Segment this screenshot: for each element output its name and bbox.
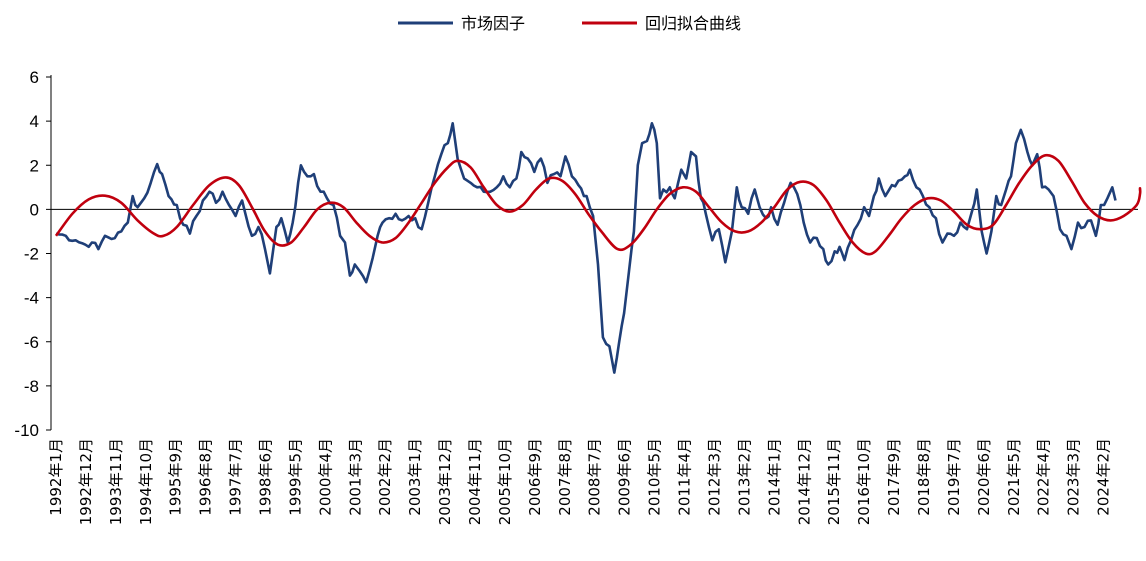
y-tick-label: -6 — [24, 333, 39, 352]
x-tick-label: 2007年8月 — [556, 438, 574, 516]
x-tick-label: 2022年4月 — [1035, 438, 1053, 516]
x-tick-label: 2024年2月 — [1095, 438, 1113, 516]
y-tick-label: 6 — [30, 68, 39, 87]
series-line-regression-fit — [54, 153, 1142, 256]
x-tick-label: 2023年3月 — [1065, 438, 1083, 516]
y-tick-label: -4 — [24, 289, 39, 308]
x-tick-label: 2003年1月 — [406, 438, 424, 516]
x-tick-label: 2003年12月 — [436, 438, 454, 525]
x-tick-label: 2020年6月 — [975, 438, 993, 516]
x-tick-label: 2013年2月 — [735, 438, 753, 516]
x-tick-label: 2012年3月 — [705, 438, 723, 516]
legend-label-regression-fit: 回归拟合曲线 — [645, 14, 741, 33]
x-tick-label: 2011年4月 — [676, 438, 694, 516]
x-tick-label: 2000年4月 — [316, 438, 334, 516]
x-tick-label: 2009年6月 — [616, 438, 634, 516]
series-layer — [54, 122, 1142, 374]
x-tick-label: 1993年11月 — [107, 438, 125, 525]
y-tick-label: -8 — [24, 377, 39, 396]
x-tick-label: 1997年7月 — [227, 438, 245, 516]
x-tick-label: 2016年10月 — [855, 438, 873, 525]
y-axis-ticks: 6 4 2 0 -2 -4 -6 -8 -10 — [14, 68, 51, 440]
y-tick-label: -10 — [14, 421, 39, 440]
x-tick-label: 1994年10月 — [137, 438, 155, 525]
x-tick-label: 2014年12月 — [795, 438, 813, 525]
x-tick-label: 2021年5月 — [1005, 438, 1023, 516]
x-tick-label: 1992年1月 — [47, 438, 65, 516]
series-line-market-factor — [55, 122, 1117, 374]
x-tick-label: 2017年9月 — [885, 438, 903, 516]
x-tick-label: 2004年11月 — [466, 438, 484, 525]
x-tick-label: 1996年8月 — [197, 438, 215, 516]
y-tick-label: 4 — [30, 112, 39, 131]
x-tick-label: 1999年5月 — [286, 438, 304, 516]
legend-label-market-factor: 市场因子 — [461, 14, 525, 33]
x-tick-label: 2002年2月 — [376, 438, 394, 516]
x-tick-label: 1998年6月 — [257, 438, 275, 516]
y-tick-label: 2 — [30, 156, 39, 175]
x-tick-label: 2005年10月 — [496, 438, 514, 525]
x-tick-label: 2008年7月 — [586, 438, 604, 516]
y-tick-label: -2 — [24, 245, 39, 264]
y-tick-label: 0 — [30, 200, 39, 219]
x-tick-label: 2018年8月 — [915, 438, 933, 516]
x-tick-label: 1992年12月 — [77, 438, 95, 525]
x-tick-label: 2010年5月 — [646, 438, 664, 516]
x-axis-ticks: 1992年1月 1992年12月 1993年11月 1994年10月 1995年9月 19… — [47, 438, 1113, 525]
x-tick-label: 2019年7月 — [945, 438, 963, 516]
legend: 市场因子 回归拟合曲线 — [398, 14, 741, 33]
x-tick-label: 2001年3月 — [346, 438, 364, 516]
x-tick-label: 2015年11月 — [825, 438, 843, 525]
x-tick-label: 2014年1月 — [765, 438, 783, 516]
x-tick-label: 1995年9月 — [167, 438, 185, 516]
x-tick-label: 2006年9月 — [526, 438, 544, 516]
